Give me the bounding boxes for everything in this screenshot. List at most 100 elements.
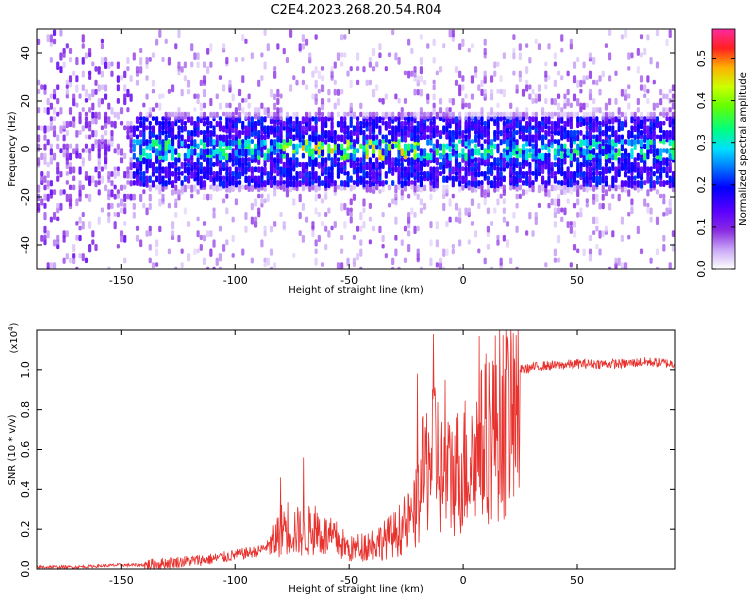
spectrogram-cell [180, 125, 184, 133]
spectrogram-cell [585, 125, 589, 131]
spectrogram-cell [509, 129, 513, 138]
spectrogram-cell [362, 221, 366, 229]
spectrogram-cell [365, 161, 369, 171]
spectrogram-cell [547, 129, 551, 137]
spectrogram-cell [595, 243, 599, 250]
spectrogram-cell [643, 84, 647, 93]
spectrogram-cell [59, 148, 63, 154]
spectrogram-cell [445, 152, 449, 160]
spectrogram-cell [155, 175, 159, 183]
spectrogram-cell [458, 88, 462, 97]
spectrogram-cell [40, 198, 44, 206]
spectrogram-cell [349, 216, 353, 224]
spectrogram-cell [84, 120, 89, 129]
spectrogram-cell [560, 116, 564, 124]
spectrogram-cell [413, 180, 417, 186]
spectrogram-cell [269, 175, 274, 181]
spectrogram-cell [65, 193, 69, 203]
spectrogram-cell [276, 143, 280, 149]
spectrogram-cell [292, 111, 296, 120]
spectrogram-cell [569, 111, 573, 118]
spectrogram-cell [161, 93, 165, 99]
spectrogram-cell [97, 189, 101, 196]
spectrogram-cell [384, 120, 388, 128]
spectrogram-cell [458, 184, 462, 193]
spectrogram-cell [397, 98, 401, 104]
spectrogram-cell [107, 212, 111, 217]
spectrogram-cell [525, 189, 529, 195]
spectrogram-cell [324, 166, 328, 175]
spectrogram-cell [148, 152, 152, 160]
spectrogram-cell [282, 120, 286, 127]
spectrogram-cell [560, 111, 564, 118]
spectrogram-cell [282, 180, 286, 185]
spectrogram-cell [448, 216, 452, 223]
spectrogram-cell [199, 234, 203, 241]
spectrogram-cell [413, 184, 417, 193]
spectrogram-cell [301, 43, 305, 50]
spectrogram-cell [563, 93, 567, 100]
spectrogram-cell [566, 70, 570, 77]
colorbar-tick-label: 0.5 [695, 50, 708, 67]
spectrogram-cell [604, 43, 609, 49]
spectrogram-cell [177, 129, 181, 137]
spectrogram-cell [627, 234, 631, 240]
spectrogram-cell [46, 161, 50, 168]
spectrogram-cell [225, 175, 229, 182]
spectrogram-cell [340, 52, 344, 58]
spectrogram-cell [49, 102, 53, 110]
spectrogram-cell [346, 207, 350, 216]
spectrogram-cell [343, 111, 347, 117]
spectrogram-cell [454, 66, 459, 73]
spectrogram-cell [155, 134, 159, 140]
spectrogram-cell [180, 180, 184, 186]
spectrogram-cell [314, 184, 318, 193]
spectrogram-cell [209, 98, 213, 107]
spectrogram-cell [598, 75, 602, 82]
spectrogram-cell [97, 170, 101, 179]
spectrogram-cell [37, 193, 41, 202]
spectrogram-cell [662, 120, 666, 126]
spectrogram-cell [107, 139, 111, 146]
spectrogram-cell [464, 170, 468, 177]
spectrogram-cell [553, 111, 557, 117]
spectrogram-cell [250, 120, 254, 128]
spectrogram-cell [119, 157, 124, 164]
spectrogram-cell [576, 134, 580, 142]
spectrogram-cell [269, 248, 274, 256]
spectrogram-cell [365, 148, 369, 156]
spectrogram-cell [407, 111, 411, 117]
spectrogram-cell [215, 139, 219, 148]
spectrogram-cell [531, 88, 535, 95]
spectrogram-cell [655, 29, 660, 37]
spectrogram-cell [435, 125, 439, 134]
spectrogram-cell [470, 180, 475, 188]
spectrogram-cell [78, 166, 82, 175]
spectrogram-cell [324, 161, 328, 168]
spectrogram-cell [649, 56, 653, 65]
spectrogram-cell [257, 111, 261, 120]
spectrogram-cell [639, 248, 644, 255]
spectrogram-cell [206, 139, 210, 148]
spectrogram-cell [327, 152, 331, 161]
spectrogram-cell [145, 207, 149, 216]
spectrogram-cell [158, 134, 162, 141]
spectrogram-cell [502, 125, 506, 134]
spectrogram-cell [266, 129, 270, 138]
spectrogram-cell [225, 180, 229, 189]
spectrogram-cell [103, 93, 108, 100]
spectrogram-cell [595, 175, 599, 182]
spectrogram-cell [553, 120, 557, 128]
spectrogram-cell [608, 266, 612, 269]
spectrogram-cell [78, 93, 82, 99]
spectrogram-cell [611, 230, 615, 238]
spectrogram-cell [289, 157, 293, 166]
spectrogram-cell [91, 88, 95, 98]
spectrogram-cell [330, 120, 334, 129]
spectrogram-cell [202, 129, 207, 136]
spectrogram-cell [448, 129, 452, 137]
spectrogram-cell [285, 166, 290, 174]
spectrogram-cell [119, 207, 124, 214]
spectrogram-cell [356, 225, 360, 232]
spectrogram-cell [496, 166, 500, 173]
